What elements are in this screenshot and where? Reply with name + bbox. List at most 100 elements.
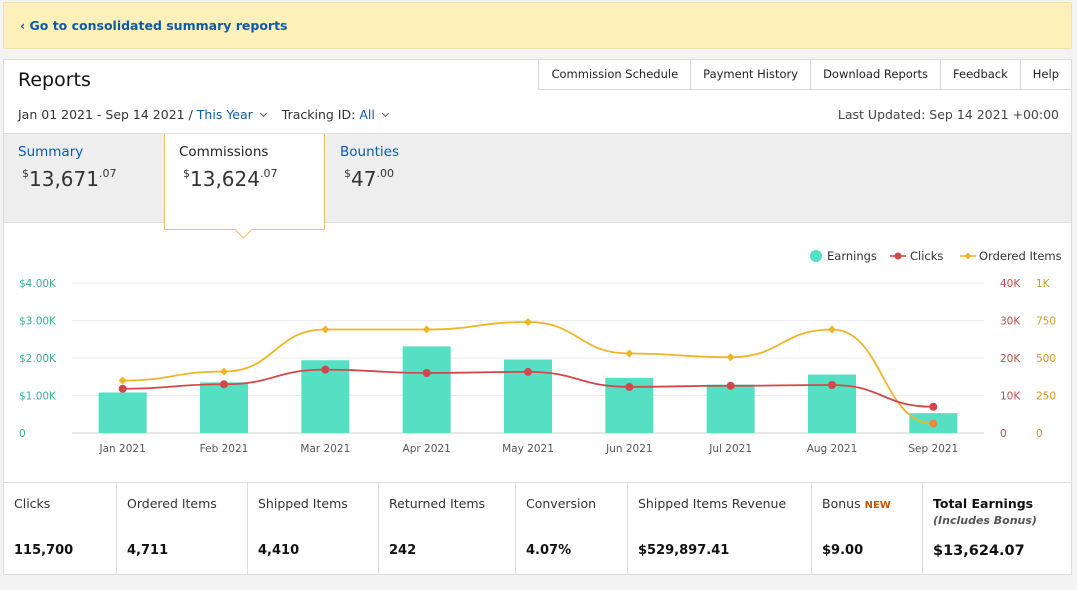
ordered-items-point	[828, 325, 836, 334]
download-reports-link[interactable]: Download Reports	[811, 60, 942, 89]
page-title: Reports	[18, 69, 91, 91]
tab-summary-label[interactable]: Summary	[18, 144, 84, 160]
y-left-tick-label: $2.00K	[19, 353, 57, 365]
stat-label: Bonus NEW	[822, 496, 891, 511]
stat-label: Returned Items	[389, 496, 486, 511]
reports-card: Reports Commission Schedule Payment Hist…	[3, 59, 1072, 575]
stat-label: Shipped Items Revenue	[638, 496, 787, 511]
y-right-ordered-tick-label: 1K	[1036, 278, 1051, 290]
summary-tabs: Summary $13,671.07 Commissions $13,624.0…	[4, 133, 1071, 230]
x-tick-label: Jun 2021	[605, 443, 652, 455]
stat-value: 4,410	[258, 543, 300, 558]
clicks-point	[220, 380, 228, 389]
legend-ordered-swatch	[964, 252, 972, 260]
y-right-clicks-tick-label: 20K	[1000, 353, 1021, 365]
y-right-clicks-tick-label: 0	[1000, 428, 1007, 440]
ordered-items-line	[122, 321, 934, 425]
stat-label: Total Earnings	[933, 496, 1034, 511]
earnings-bar	[200, 382, 248, 433]
x-tick-label: Jan 2021	[99, 443, 146, 455]
y-right-clicks-tick-label: 10K	[1000, 391, 1021, 403]
y-right-ordered-tick-label: 0	[1036, 428, 1043, 440]
stat-label: Ordered Items	[127, 496, 217, 511]
top-nav: Commission Schedule Payment History Down…	[538, 60, 1071, 90]
tab-bounties-label[interactable]: Bounties	[340, 144, 400, 160]
x-tick-label: Jul 2021	[708, 443, 752, 455]
stat-label: Clicks	[14, 496, 51, 511]
ordered-items-point	[220, 367, 228, 376]
date-preset-dropdown[interactable]: This Year	[196, 107, 253, 122]
y-left-tick-label: $1.00K	[19, 391, 57, 403]
stat-shipped-items: Shipped Items 4,410	[248, 483, 379, 574]
legend-clicks-swatch	[894, 252, 902, 260]
stat-value: 242	[389, 543, 417, 558]
chevron-down-icon[interactable]	[381, 109, 389, 117]
payment-history-link[interactable]: Payment History	[691, 60, 812, 89]
earnings-chart: 0 0 0 $1.00K 10K 250 $2.00K 20K 500 $3.00K 30K 750 $…	[19, 249, 1062, 455]
ordered-items-point	[321, 325, 330, 334]
stat-value: $9.00	[822, 543, 864, 558]
ordered-items-point	[726, 353, 735, 362]
x-tick-label: Sep 2021	[908, 443, 958, 455]
stat-value: 4.07%	[526, 543, 572, 558]
clicks-point	[524, 367, 532, 376]
filters: Jan 01 2021 - Sep 14 2021 / This Year Tr…	[18, 107, 398, 122]
tab-commissions-value: $13,624.07	[183, 167, 278, 191]
ordered-items-point	[625, 349, 634, 358]
y-right-clicks-tick-label: 40K	[1000, 278, 1021, 290]
commission-schedule-link[interactable]: Commission Schedule	[539, 60, 692, 89]
stat-shipped-revenue: Shipped Items Revenue $529,897.41	[628, 483, 812, 574]
stat-conversion: Conversion 4.07%	[516, 483, 628, 574]
stat-label: Conversion	[526, 496, 597, 511]
stats-bar: Clicks 115,700 Ordered Items 4,711 Shipp…	[4, 482, 1071, 574]
x-tick-label: Mar 2021	[300, 443, 350, 455]
stat-value: 115,700	[14, 543, 74, 558]
legend-earnings-swatch	[810, 250, 822, 262]
y-right-ordered-tick-label: 250	[1036, 391, 1056, 403]
stat-clicks: Clicks 115,700	[4, 483, 117, 574]
ordered-items-point	[929, 419, 938, 428]
new-badge: NEW	[864, 500, 891, 511]
y-left-tick-label: 0	[19, 428, 26, 440]
y-right-clicks-tick-label: 30K	[1000, 316, 1021, 328]
y-right-ordered-tick-label: 750	[1036, 316, 1056, 328]
tab-summary-value: $13,671.07	[22, 167, 117, 191]
y-left-tick-label: $4.00K	[19, 278, 57, 290]
x-tick-label: Feb 2021	[200, 443, 249, 455]
ordered-items-point	[422, 325, 431, 334]
tab-commissions[interactable]: Commissions $13,624.07	[164, 134, 325, 230]
consolidated-reports-link[interactable]: ‹ Go to consolidated summary reports	[20, 18, 288, 33]
tab-bounties[interactable]: Bounties $47.00	[326, 134, 486, 223]
earnings-bar	[706, 384, 755, 433]
x-tick-label: May 2021	[502, 443, 554, 455]
ordered-items-point	[118, 376, 127, 385]
legend-ordered-label: Ordered Items	[979, 249, 1062, 263]
clicks-point	[625, 382, 634, 391]
y-left-tick-label: $3.00K	[19, 316, 57, 328]
earnings-bar	[98, 392, 147, 433]
stat-value: 4,711	[127, 543, 169, 558]
stat-sublabel: (Includes Bonus)	[933, 514, 1037, 527]
clicks-point	[726, 381, 735, 390]
tab-commissions-label[interactable]: Commissions	[179, 144, 269, 160]
ordered-items-point	[524, 318, 532, 326]
banner: ‹ Go to consolidated summary reports	[3, 2, 1072, 49]
x-tick-label: Aug 2021	[807, 443, 858, 455]
tracking-id-dropdown[interactable]: All	[359, 107, 375, 122]
chevron-down-icon[interactable]	[259, 109, 267, 117]
clicks-point	[828, 381, 836, 389]
tab-summary[interactable]: Summary $13,671.07	[4, 134, 164, 223]
clicks-point	[321, 365, 330, 374]
clicks-point	[118, 384, 127, 393]
clicks-point	[929, 402, 938, 411]
feedback-link[interactable]: Feedback	[941, 60, 1021, 89]
stat-value: $13,624.07	[933, 543, 1025, 559]
stat-value: $529,897.41	[638, 543, 730, 558]
stat-ordered-items: Ordered Items 4,711	[117, 483, 248, 574]
help-link[interactable]: Help	[1032, 67, 1059, 81]
stat-total-earnings: Total Earnings (Includes Bonus) $13,624.…	[923, 483, 1071, 574]
stat-label: Shipped Items	[258, 496, 348, 511]
clicks-point	[422, 369, 431, 377]
x-tick-label: Apr 2021	[403, 443, 451, 455]
date-range: Jan 01 2021 - Sep 14 2021 /	[18, 107, 193, 122]
